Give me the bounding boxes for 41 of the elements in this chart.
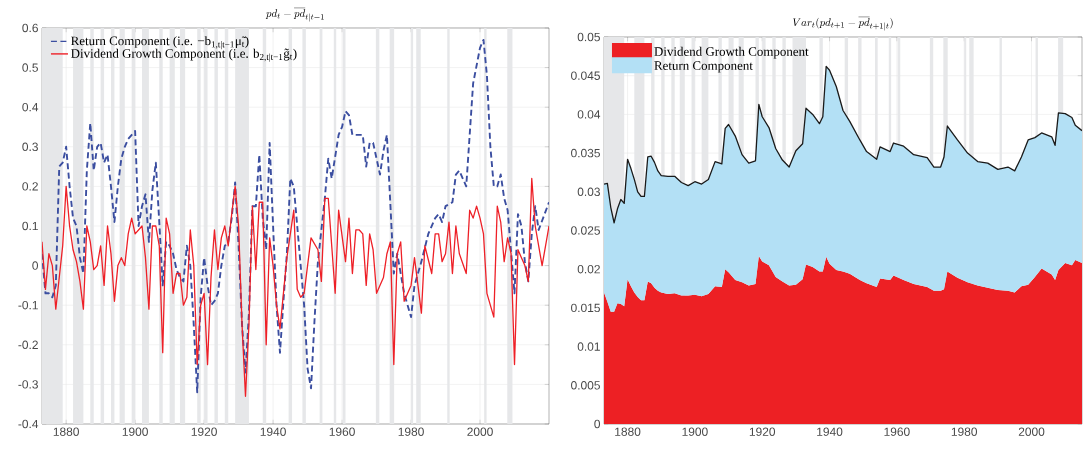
legend-label: Dividend Growth Component <box>654 46 809 59</box>
y-tick-label: 0.05 <box>577 32 600 42</box>
y-tick-label: 0.4 <box>22 102 39 112</box>
y-tick-label: 0.02 <box>577 264 600 274</box>
y-tick-label: 0.015 <box>571 303 600 313</box>
y-tick-label: 0.03 <box>577 187 600 197</box>
x-tick-label: 1940 <box>260 427 286 436</box>
y-tick-label: 0.04 <box>577 110 601 119</box>
x-tick-label: 1980 <box>951 427 978 436</box>
chart-title: $pd_t - \overline{pd}_{t|t-1}$ <box>265 7 324 22</box>
y-tick-label: -0.2 <box>18 340 38 350</box>
y-tick-label: 0.5 <box>22 63 38 72</box>
y-tick-label: 0.035 <box>571 148 600 158</box>
y-tick-label: 0.01 <box>577 342 600 351</box>
x-tick-label: 1940 <box>817 427 843 436</box>
x-tick-label: 1900 <box>122 427 148 436</box>
y-tick-label: 0.3 <box>22 142 38 152</box>
y-tick-label: 0.2 <box>22 182 38 191</box>
y-tick-label: 0 <box>594 419 601 429</box>
x-tick-label: 2000 <box>467 427 493 436</box>
y-tick-label: 0.025 <box>571 226 600 235</box>
chart-title: $Var_t(pd_{t+1} - \overline{pd}_{t+1|t})$ <box>792 16 893 31</box>
y-tick-label: 0.6 <box>22 23 38 33</box>
x-tick-label: 1920 <box>749 427 776 436</box>
legend-label: Return Component <box>654 61 753 73</box>
x-tick-label: 1920 <box>191 427 217 436</box>
x-tick-label: 1960 <box>884 427 910 436</box>
y-tick-label: 0 <box>32 261 39 270</box>
y-tick-label: 0.045 <box>571 71 600 80</box>
x-tick-label: 2000 <box>1018 427 1045 436</box>
x-tick-label: 1900 <box>682 427 708 436</box>
y-tick-label: 0.005 <box>571 381 600 390</box>
x-tick-label: 1980 <box>398 427 424 436</box>
x-tick-label: 1880 <box>53 427 79 436</box>
y-tick-label: -0.3 <box>18 380 38 389</box>
x-tick-label: 1880 <box>615 427 641 436</box>
y-tick-label: -0.4 <box>18 419 39 429</box>
x-tick-label: 1960 <box>329 427 355 436</box>
legend-label: Dividend Growth Component (i.e. b$_{2,t|t−1}$g̃$_{t}$) <box>71 48 297 62</box>
y-tick-label: -0.1 <box>18 300 38 310</box>
y-tick-label: 0.1 <box>22 221 38 231</box>
